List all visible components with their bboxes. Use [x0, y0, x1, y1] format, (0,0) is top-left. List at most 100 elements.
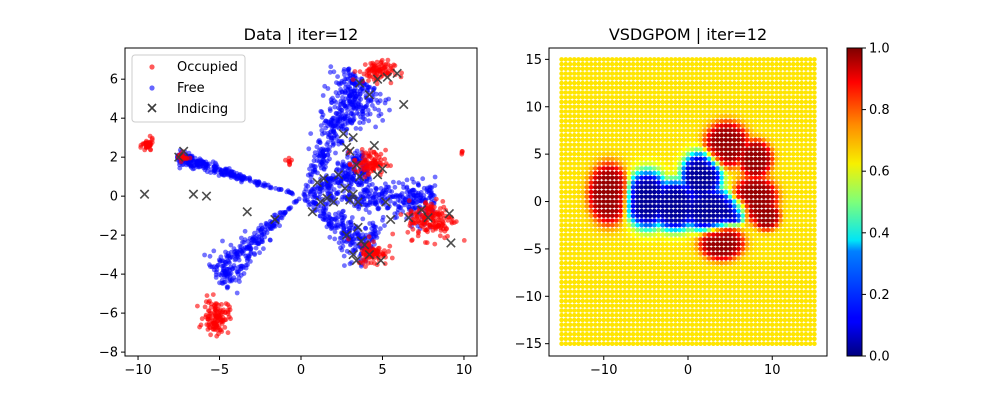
heatmap-cell	[711, 294, 716, 299]
heatmap-cell	[715, 204, 720, 209]
indicing-point	[340, 183, 350, 194]
heatmap-cell	[580, 80, 585, 86]
heatmap-cell	[706, 312, 712, 318]
heatmap-cell	[593, 218, 598, 223]
indicing-point	[242, 206, 252, 217]
occupied-point	[361, 151, 366, 156]
heatmap-cell	[698, 90, 703, 95]
heatmap-cell	[706, 151, 712, 157]
heatmap-cell	[643, 185, 649, 190]
heatmap-cell	[656, 256, 661, 261]
free-point	[383, 97, 389, 103]
heatmap-cell	[711, 227, 716, 233]
occupied-point	[148, 141, 153, 147]
heatmap-cell	[572, 312, 577, 318]
heatmap-cell	[652, 142, 657, 147]
heatmap-cell	[580, 71, 585, 76]
heatmap-cell	[652, 341, 657, 347]
heatmap-cell	[711, 237, 716, 242]
free-point	[277, 223, 282, 229]
heatmap-cell	[618, 151, 623, 157]
heatmap-cell	[685, 260, 691, 266]
heatmap-cell	[605, 151, 611, 157]
heatmap-cell	[614, 90, 619, 95]
heatmap-cell	[715, 57, 720, 62]
heatmap-cell	[673, 270, 678, 275]
heatmap-cell	[656, 170, 661, 176]
heatmap-cell	[643, 76, 649, 81]
heatmap-cell	[614, 109, 619, 114]
heatmap-cell	[580, 204, 585, 209]
heatmap-cell	[660, 336, 665, 342]
heatmap-cell	[702, 118, 708, 124]
heatmap-cell	[673, 118, 678, 124]
heatmap-cell	[694, 251, 699, 256]
heatmap-cell	[711, 175, 716, 181]
heatmap-cell	[630, 128, 636, 133]
heatmap-cell	[601, 289, 607, 294]
free-point	[237, 279, 242, 284]
heatmap-cell	[567, 151, 573, 157]
heatmap-cell	[689, 132, 695, 138]
heatmap-cell	[719, 109, 724, 114]
heatmap-cell	[706, 99, 712, 105]
heatmap-cell	[626, 260, 632, 266]
heatmap-cell	[626, 170, 632, 176]
heatmap-cell	[681, 294, 687, 299]
heatmap-cell	[715, 151, 720, 157]
heatmap-cell	[673, 113, 678, 119]
heatmap-cell	[702, 208, 708, 214]
heatmap-cell	[559, 104, 564, 110]
left-x-tick-label: −5	[210, 363, 229, 378]
heatmap-cell	[563, 113, 569, 119]
heatmap-cell	[652, 128, 657, 133]
heatmap-cell	[622, 113, 628, 119]
heatmap-cell	[597, 142, 602, 147]
heatmap-cell	[689, 241, 695, 247]
free-point	[327, 69, 333, 75]
heatmap-cell	[567, 76, 573, 81]
heatmap-cell	[660, 308, 665, 313]
free-point	[337, 106, 343, 112]
heatmap-cell	[660, 85, 665, 91]
heatmap-cell	[647, 71, 653, 76]
heatmap-cell	[736, 227, 741, 233]
heatmap-cell	[677, 118, 682, 124]
heatmap-cell	[614, 76, 619, 81]
heatmap-cell	[664, 199, 670, 204]
heatmap-cell	[580, 104, 585, 110]
heatmap-cell	[689, 251, 695, 256]
heatmap-cell	[580, 57, 585, 62]
heatmap-cell	[576, 104, 581, 110]
heatmap-cell	[584, 137, 590, 143]
heatmap-cell	[652, 327, 657, 332]
heatmap-cell	[719, 180, 724, 185]
heatmap-cell	[698, 109, 703, 114]
heatmap-cell	[601, 95, 607, 100]
free-point	[345, 118, 351, 124]
heatmap-cell	[677, 113, 682, 119]
heatmap-cell	[635, 327, 640, 332]
free-point	[232, 265, 238, 271]
heatmap-cell	[618, 90, 623, 95]
free-point	[308, 131, 314, 137]
heatmap-cell	[706, 331, 712, 337]
heatmap-cell	[656, 180, 661, 185]
heatmap-cell	[563, 270, 569, 275]
occupied-point	[350, 77, 356, 82]
heatmap-cell	[702, 265, 708, 271]
heatmap-cell	[694, 189, 699, 195]
heatmap-cell	[647, 213, 653, 218]
heatmap-cell	[639, 275, 644, 280]
heatmap-cell	[614, 336, 619, 342]
heatmap-cell	[732, 222, 737, 228]
heatmap-cell	[576, 175, 581, 181]
left-y-tick-label: −4	[99, 268, 118, 283]
heatmap-cell	[732, 260, 737, 266]
heatmap-cell	[597, 312, 602, 318]
heatmap-cell	[719, 118, 724, 124]
heatmap-cell	[605, 327, 611, 332]
free-point	[363, 207, 369, 213]
heatmap-cell	[597, 57, 602, 62]
heatmap-cell	[630, 175, 636, 181]
